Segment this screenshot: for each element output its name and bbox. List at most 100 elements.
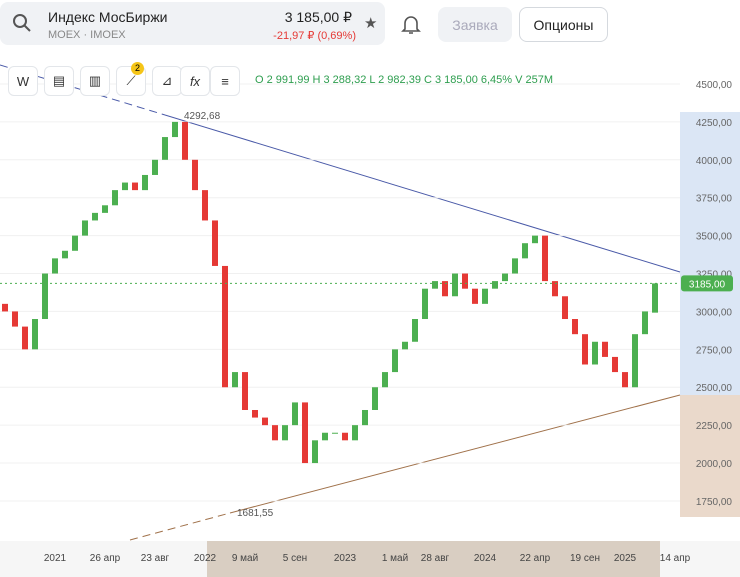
y-tick-label: 4500,00 — [696, 80, 733, 91]
order-button[interactable]: Заявка — [438, 7, 512, 42]
tool-button[interactable]: ≡ — [210, 66, 240, 96]
y-tick-label: 4250,00 — [696, 118, 733, 129]
candle — [72, 235, 78, 251]
x-tick-label: 23 авг — [141, 553, 170, 564]
candle — [52, 258, 58, 274]
candle — [422, 288, 428, 320]
axis-highlight — [680, 112, 740, 395]
instrument-code: MOEX · IMOEX — [48, 29, 126, 41]
candle — [322, 432, 328, 441]
candle — [592, 341, 598, 365]
candle — [112, 190, 118, 206]
candle — [612, 356, 618, 373]
y-tick-label: 2750,00 — [696, 345, 733, 356]
candle — [42, 273, 48, 320]
low-annotation: 1681,55 — [237, 508, 274, 519]
y-tick-label: 2500,00 — [696, 383, 733, 394]
x-tick-label: 1 май — [382, 553, 408, 564]
candle — [132, 182, 138, 191]
y-tick-label: 1750,00 — [696, 497, 733, 508]
candle — [572, 319, 578, 335]
candle — [332, 432, 338, 434]
candle — [152, 159, 158, 175]
candle — [102, 205, 108, 213]
x-tick-label: 5 сен — [283, 553, 307, 564]
candle — [232, 372, 238, 388]
axis-highlight — [680, 395, 740, 517]
search-box[interactable]: Индекс МосБиржи MOEX · IMOEX 3 185,00 ₽ … — [0, 2, 385, 45]
trend-line — [229, 394, 681, 514]
candle — [312, 440, 318, 464]
search-icon — [13, 14, 31, 32]
candle — [632, 334, 638, 388]
candle — [562, 296, 568, 320]
candle — [222, 265, 228, 388]
x-tick-label: 26 апр — [90, 553, 121, 564]
candle — [552, 281, 558, 297]
price-change: -21,97 ₽ (0,69%) — [273, 30, 356, 42]
alert-bell[interactable] — [400, 14, 422, 36]
x-tick-label: 9 май — [232, 553, 258, 564]
trend-line — [129, 512, 231, 541]
candle — [432, 281, 438, 289]
candle — [32, 319, 38, 350]
candle — [142, 174, 148, 191]
price: 3 185,00 ₽ — [284, 9, 352, 25]
y-tick-label: 2250,00 — [696, 421, 733, 432]
candle — [282, 425, 288, 441]
candle — [412, 319, 418, 342]
tool-button[interactable]: fx — [180, 66, 210, 96]
candle — [92, 212, 98, 221]
candle — [362, 409, 368, 426]
candle — [262, 417, 268, 426]
x-tick-label: 2024 — [474, 553, 497, 564]
x-tick-label: 2021 — [44, 553, 67, 564]
candle — [502, 273, 508, 282]
options-button[interactable]: Опционы — [519, 7, 608, 42]
candle — [452, 273, 458, 297]
candle — [202, 190, 208, 221]
x-tick-label: 14 апр — [660, 553, 691, 564]
candle — [192, 159, 198, 191]
candle — [512, 258, 518, 274]
candle — [522, 243, 528, 259]
candle — [212, 220, 218, 266]
y-tick-label: 3500,00 — [696, 232, 733, 243]
candle — [442, 281, 448, 297]
trend-line — [164, 114, 681, 273]
candle — [162, 137, 168, 160]
candle — [252, 409, 258, 418]
x-axis-highlight — [207, 541, 660, 577]
y-tick-label: 3250,00 — [696, 270, 733, 281]
tool-button[interactable]: W — [8, 66, 38, 96]
candle — [582, 334, 588, 365]
candle — [12, 311, 18, 327]
instrument-title: Индекс МосБиржи — [48, 9, 168, 25]
y-tick-label: 4000,00 — [696, 156, 733, 167]
candle — [622, 372, 628, 388]
y-tick-label: 2000,00 — [696, 459, 733, 470]
tool-button[interactable]: ▤ — [44, 66, 74, 96]
last-price-label: 3185,00 — [689, 279, 726, 290]
candle — [492, 281, 498, 289]
candle — [482, 288, 488, 304]
tool-button[interactable]: ▥ — [80, 66, 110, 96]
y-tick-label: 3000,00 — [696, 307, 733, 318]
candle — [22, 326, 28, 350]
candle — [382, 372, 388, 388]
candle — [532, 235, 538, 244]
tool-button[interactable]: ⊿ — [152, 66, 182, 96]
y-tick-label: 3750,00 — [696, 194, 733, 205]
ohlc-info: O 2 991,99 H 3 288,32 L 2 982,39 C 3 185… — [255, 74, 554, 86]
candle — [402, 341, 408, 350]
candle — [242, 372, 248, 410]
high-annotation: 4292,68 — [184, 111, 221, 122]
favorite-star[interactable]: ★ — [364, 15, 378, 32]
x-tick-label: 28 авг — [421, 553, 450, 564]
badge: 2 — [131, 62, 144, 75]
x-tick-label: 19 сен — [570, 553, 600, 564]
candle — [122, 182, 128, 191]
candle — [292, 402, 298, 426]
